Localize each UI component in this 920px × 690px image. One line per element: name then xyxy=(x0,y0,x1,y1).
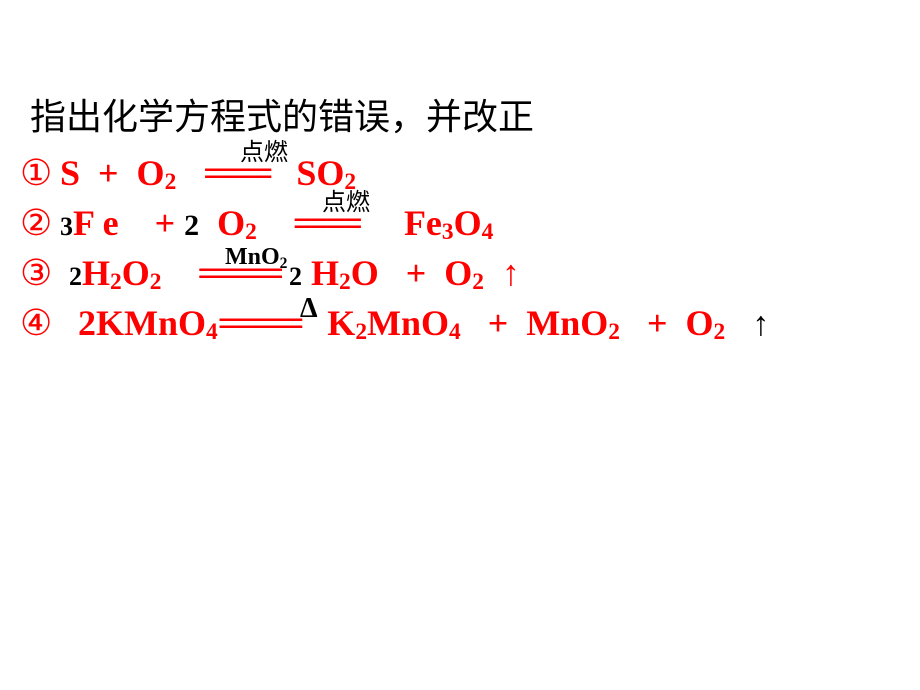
eq3-reactant-o: O xyxy=(122,248,150,298)
eq4-reactant-kmno: 2KMnO xyxy=(78,298,206,348)
eq2-plus1: + xyxy=(155,198,176,248)
eq3-product-o2: O xyxy=(444,248,472,298)
eq1-reactant-s: S xyxy=(60,148,80,198)
eq3-coef-2a: 2 xyxy=(69,262,82,291)
eq-number-2: ② xyxy=(20,198,60,248)
instruction-title: 指出化学方程式的错误，并改正 xyxy=(20,88,920,140)
eq3-product-o: O xyxy=(351,248,379,298)
condition-4: Δ xyxy=(300,284,318,334)
eq3-ho-sub: 2 xyxy=(150,269,162,295)
eq4-product-mno: MnO xyxy=(367,298,449,348)
eq4-k-sub: 2 xyxy=(355,319,367,345)
eq4-product-o2: O xyxy=(685,298,713,348)
eq2-coef-2: 2 xyxy=(184,209,199,242)
eq3-reactant-h: H xyxy=(82,248,110,298)
eq-number-3: ③ xyxy=(20,248,60,298)
eq2-feo-sub: 4 xyxy=(482,219,494,245)
eq4-gas-arrow: ↑ xyxy=(752,306,769,343)
equation-1: 点燃 ①S + O2 ==== SO2 xyxy=(20,148,920,198)
eq3-h-sub: 2 xyxy=(110,269,122,295)
eq-number-4: ④ xyxy=(20,298,60,348)
equation-4: Δ ④ 2KMnO4===== K2MnO4 + MnO2 + O2 ↑ xyxy=(20,298,920,348)
eq1-reactant-o: O xyxy=(137,148,165,198)
eq-number-1: ① xyxy=(20,148,60,198)
eq4-o2-sub: 2 xyxy=(714,319,726,345)
slide-content: 指出化学方程式的错误，并改正 点燃 ①S + O2 ==== SO2 点燃 ②3… xyxy=(0,0,920,348)
eq2-product-fe: Fe xyxy=(404,198,442,248)
equation-2: 点燃 ②3F e + 2 O2 ==== Fe3O4 xyxy=(20,198,920,248)
equation-3: MnO2 ③ 2H2O2 ===== 2 H2O + O2 ↑ xyxy=(20,248,920,298)
eq4-product-mno2: MnO xyxy=(526,298,608,348)
eq3-o2-sub: 2 xyxy=(472,269,484,295)
condition-3: MnO2 xyxy=(225,232,287,285)
condition-2: 点燃 xyxy=(322,178,370,228)
eq4-product-k: K xyxy=(327,298,355,348)
eq4-kmno-sub: 4 xyxy=(206,319,218,345)
eq1-o-sub: 2 xyxy=(165,169,177,195)
eq4-plus3: + xyxy=(647,298,668,348)
eq4-plus2: + xyxy=(488,298,509,348)
eq2-product-o: O xyxy=(454,198,482,248)
eq3-plus2: + xyxy=(406,248,427,298)
eq4-mno2-sub: 2 xyxy=(608,319,620,345)
condition-1: 点燃 xyxy=(240,128,288,178)
eq2-fe-sub: 3 xyxy=(442,219,454,245)
eq3-gas-arrow: ↑ xyxy=(502,248,520,298)
eq1-plus: + xyxy=(98,148,119,198)
eq4-equals: ===== xyxy=(218,298,301,348)
eq2-reactant-fe: F e xyxy=(73,198,119,248)
eq4-kmno-sub2: 4 xyxy=(449,319,461,345)
eq3-ph-sub: 2 xyxy=(339,269,351,295)
eq2-coef-3: 3 xyxy=(60,212,73,241)
